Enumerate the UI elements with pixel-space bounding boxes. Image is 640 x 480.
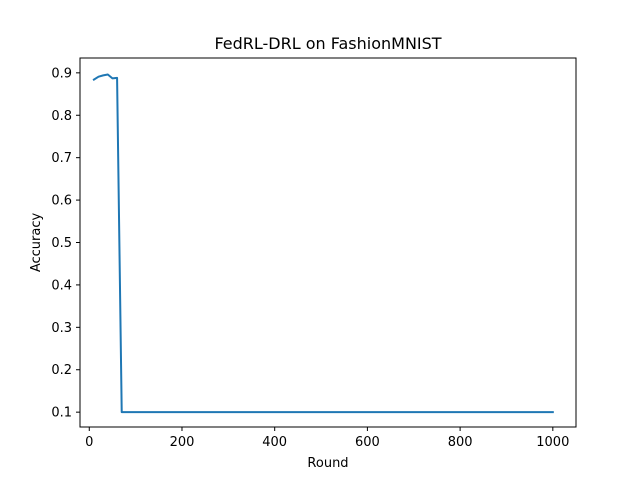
y-tick-label: 0.5 <box>51 236 72 251</box>
y-tick-label: 0.7 <box>51 151 72 166</box>
y-tick-label: 0.6 <box>51 194 72 209</box>
x-tick-label: 600 <box>355 435 380 450</box>
x-tick-label: 800 <box>448 435 473 450</box>
y-tick-label: 0.4 <box>51 278 72 293</box>
x-tick-label: 0 <box>85 435 93 450</box>
y-tick-label: 0.3 <box>51 321 72 336</box>
y-axis-label: Accuracy <box>29 213 44 273</box>
x-axis-label: Round <box>307 456 348 471</box>
y-axis: 0.1 0.2 0.3 0.4 0.5 0.6 0.7 0.8 0.9 <box>51 66 80 421</box>
x-axis: 0 200 400 600 800 1000 <box>85 427 569 450</box>
x-tick-label: 200 <box>170 435 195 450</box>
chart-title: FedRL-DRL on FashionMNIST <box>214 34 441 53</box>
x-tick-label: 400 <box>262 435 287 450</box>
axes-frame <box>79 57 577 428</box>
accuracy-line <box>92 73 554 414</box>
x-tick-label: 1000 <box>536 435 569 450</box>
y-tick-label: 0.8 <box>51 109 72 124</box>
y-tick-label: 0.2 <box>51 363 72 378</box>
y-tick-label: 0.9 <box>51 66 72 81</box>
y-tick-label: 0.1 <box>51 406 72 421</box>
